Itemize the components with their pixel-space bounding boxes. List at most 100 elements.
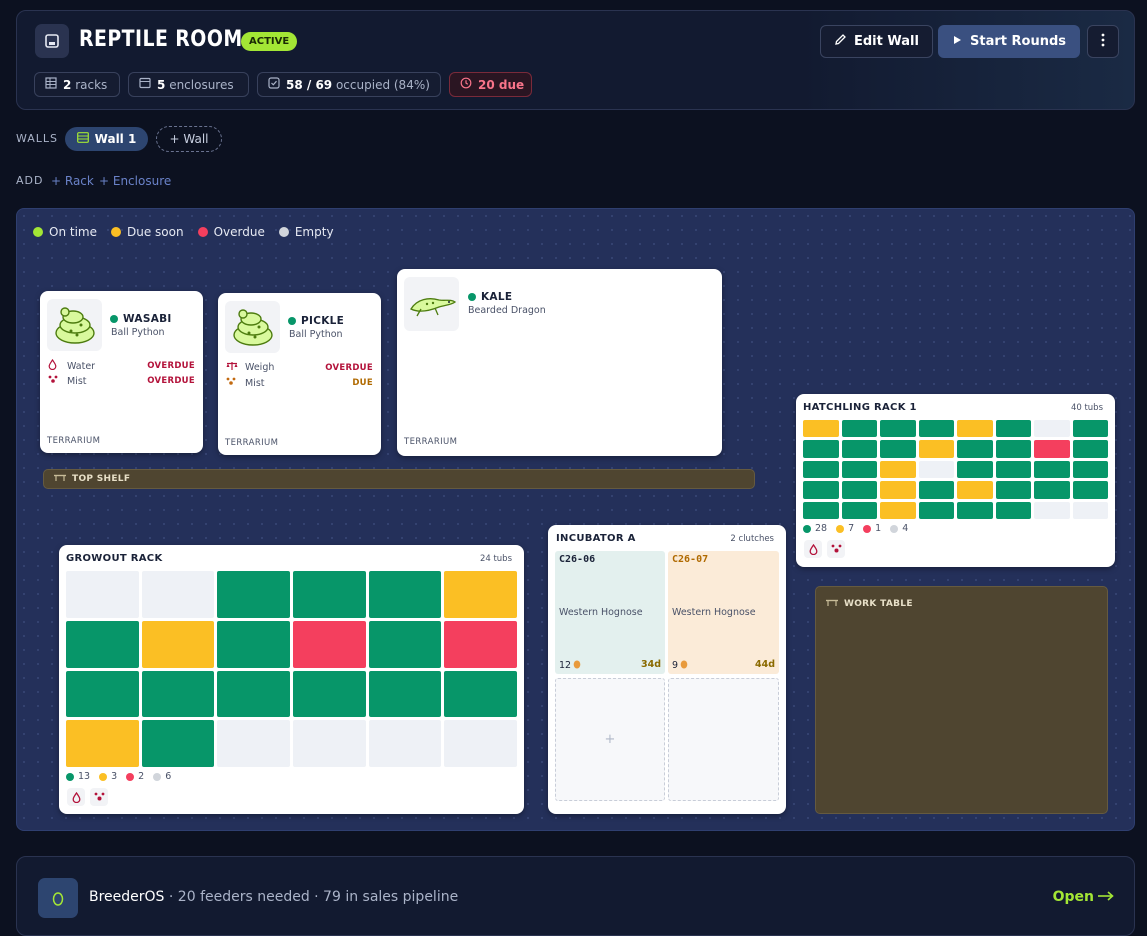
tub-due-soon[interactable]	[66, 720, 139, 767]
water-drop-icon[interactable]	[67, 788, 85, 806]
tub-on-time[interactable]	[368, 571, 442, 618]
tub-overdue[interactable]	[444, 620, 517, 668]
tub-on-time[interactable]	[841, 501, 877, 519]
tub-on-time[interactable]	[1034, 481, 1070, 499]
open-breederos-link[interactable]: Open	[1053, 889, 1114, 905]
enclosure-card-pickle[interactable]: PICKLE Ball Python Weigh OVERDUE Mist DU…	[218, 293, 381, 455]
tub-empty[interactable]	[141, 571, 215, 618]
tub-empty[interactable]	[918, 460, 954, 479]
tub-due-soon[interactable]	[957, 420, 993, 438]
tub-on-time[interactable]	[880, 420, 916, 438]
tub-overdue[interactable]	[293, 620, 366, 668]
tub-due-soon[interactable]	[803, 420, 839, 438]
tub-on-time[interactable]	[368, 620, 442, 668]
task-row-weigh[interactable]: Weigh OVERDUE	[226, 361, 373, 374]
due-stat-chip[interactable]: 20 due	[449, 72, 532, 97]
rack-growout[interactable]: GROWOUT RACK 24 tubs 13 3 2 6	[59, 545, 524, 814]
tub-on-time[interactable]	[141, 670, 215, 718]
mist-icon[interactable]	[90, 788, 108, 806]
tub-on-time[interactable]	[918, 481, 954, 499]
tub-on-time[interactable]	[995, 481, 1031, 499]
start-rounds-button[interactable]: Start Rounds	[938, 25, 1080, 58]
tab-wall-1[interactable]: Wall 1	[65, 127, 148, 151]
tub-empty[interactable]	[1034, 420, 1070, 438]
tub-on-time[interactable]	[293, 571, 366, 618]
task-row-mist[interactable]: Mist DUE	[226, 377, 373, 389]
incubator-a[interactable]: INCUBATOR A 2 clutches C26-06 Western Ho…	[548, 525, 786, 814]
enclosure-card-wasabi[interactable]: WASABI Ball Python Water OVERDUE Mist OV…	[40, 291, 203, 453]
add-clutch-slot[interactable]: +	[555, 678, 665, 801]
occupied-label: occupied (84%)	[335, 77, 430, 92]
tub-on-time[interactable]	[1072, 440, 1108, 458]
task-row-water[interactable]: Water OVERDUE	[48, 358, 195, 373]
tub-on-time[interactable]	[995, 460, 1031, 479]
tub-empty[interactable]	[444, 720, 517, 767]
tub-due-soon[interactable]	[957, 481, 993, 499]
tub-due-soon[interactable]	[880, 481, 916, 499]
tub-due-soon[interactable]	[141, 620, 215, 668]
work-table: WORK TABLE	[815, 586, 1108, 814]
racks-label: racks	[75, 77, 108, 92]
tub-on-time[interactable]	[995, 440, 1031, 458]
add-enclosure-link[interactable]: + Enclosure	[99, 174, 172, 188]
tub-on-time[interactable]	[841, 460, 877, 479]
tub-on-time[interactable]	[957, 440, 993, 458]
tub-on-time[interactable]	[293, 670, 366, 718]
task-row-mist[interactable]: Mist OVERDUE	[48, 375, 195, 387]
tub-on-time[interactable]	[957, 460, 993, 479]
tub-on-time[interactable]	[368, 670, 442, 718]
tub-on-time[interactable]	[841, 481, 877, 499]
more-options-button[interactable]	[1087, 25, 1119, 58]
mist-icon[interactable]	[827, 540, 845, 558]
tub-empty[interactable]	[368, 720, 442, 767]
add-wall-button[interactable]: + Wall	[156, 126, 222, 152]
tub-empty[interactable]	[1072, 501, 1108, 519]
tub-due-soon[interactable]	[444, 571, 517, 618]
tub-on-time[interactable]	[444, 670, 517, 718]
tub-on-time[interactable]	[803, 440, 839, 458]
tub-on-time[interactable]	[957, 501, 993, 519]
tub-on-time[interactable]	[1034, 460, 1070, 479]
tub-on-time[interactable]	[841, 420, 877, 438]
tub-overdue[interactable]	[1034, 440, 1070, 458]
enclosure-type-tag: TERRARIUM	[225, 438, 279, 448]
water-drop-icon[interactable]	[804, 540, 822, 558]
tub-empty[interactable]	[1034, 501, 1070, 519]
tub-due-soon[interactable]	[918, 440, 954, 458]
tub-on-time[interactable]	[880, 440, 916, 458]
tub-on-time[interactable]	[918, 501, 954, 519]
tub-on-time[interactable]	[217, 571, 290, 618]
tub-on-time[interactable]	[66, 620, 139, 668]
legend-item-due-soon: Due soon	[110, 225, 184, 239]
tub-on-time[interactable]	[803, 460, 839, 479]
tub-due-soon[interactable]	[880, 501, 916, 519]
tub-on-time[interactable]	[995, 501, 1031, 519]
rack-hatchling-1[interactable]: HATCHLING RACK 1 40 tubs 28 7 1 4	[796, 394, 1115, 567]
tub-empty[interactable]	[217, 720, 290, 767]
clutch-card[interactable]: C26-06 Western Hognose 12 34d	[555, 551, 665, 674]
tub-on-time[interactable]	[803, 481, 839, 499]
tub-empty[interactable]	[66, 571, 139, 618]
tub-due-soon[interactable]	[880, 460, 916, 479]
tub-on-time[interactable]	[66, 670, 139, 718]
wall-tab-label: Wall 1	[94, 132, 137, 146]
tub-on-time[interactable]	[918, 420, 954, 438]
tub-on-time[interactable]	[803, 501, 839, 519]
tub-on-time[interactable]	[1072, 460, 1108, 479]
tub-on-time[interactable]	[841, 440, 877, 458]
tub-on-time[interactable]	[141, 720, 215, 767]
edit-wall-button[interactable]: Edit Wall	[820, 25, 933, 58]
tub-on-time[interactable]	[217, 620, 290, 668]
room-header: REPTILE ROOM ACTIVE 2 racks 5 enclosures…	[16, 10, 1135, 110]
clutch-species: Western Hognose	[672, 607, 756, 618]
tub-on-time[interactable]	[1072, 420, 1108, 438]
empty-clutch-slot[interactable]	[668, 678, 779, 801]
add-rack-link[interactable]: + Rack	[51, 174, 94, 188]
enclosure-card-kale[interactable]: KALE Bearded Dragon TERRARIUM	[397, 269, 722, 456]
tub-on-time[interactable]	[995, 420, 1031, 438]
tub-on-time[interactable]	[1072, 481, 1108, 499]
clutch-card[interactable]: C26-07 Western Hognose 9 44d	[668, 551, 779, 674]
tub-on-time[interactable]	[217, 670, 290, 718]
tub-empty[interactable]	[293, 720, 366, 767]
grid-icon	[45, 77, 57, 92]
